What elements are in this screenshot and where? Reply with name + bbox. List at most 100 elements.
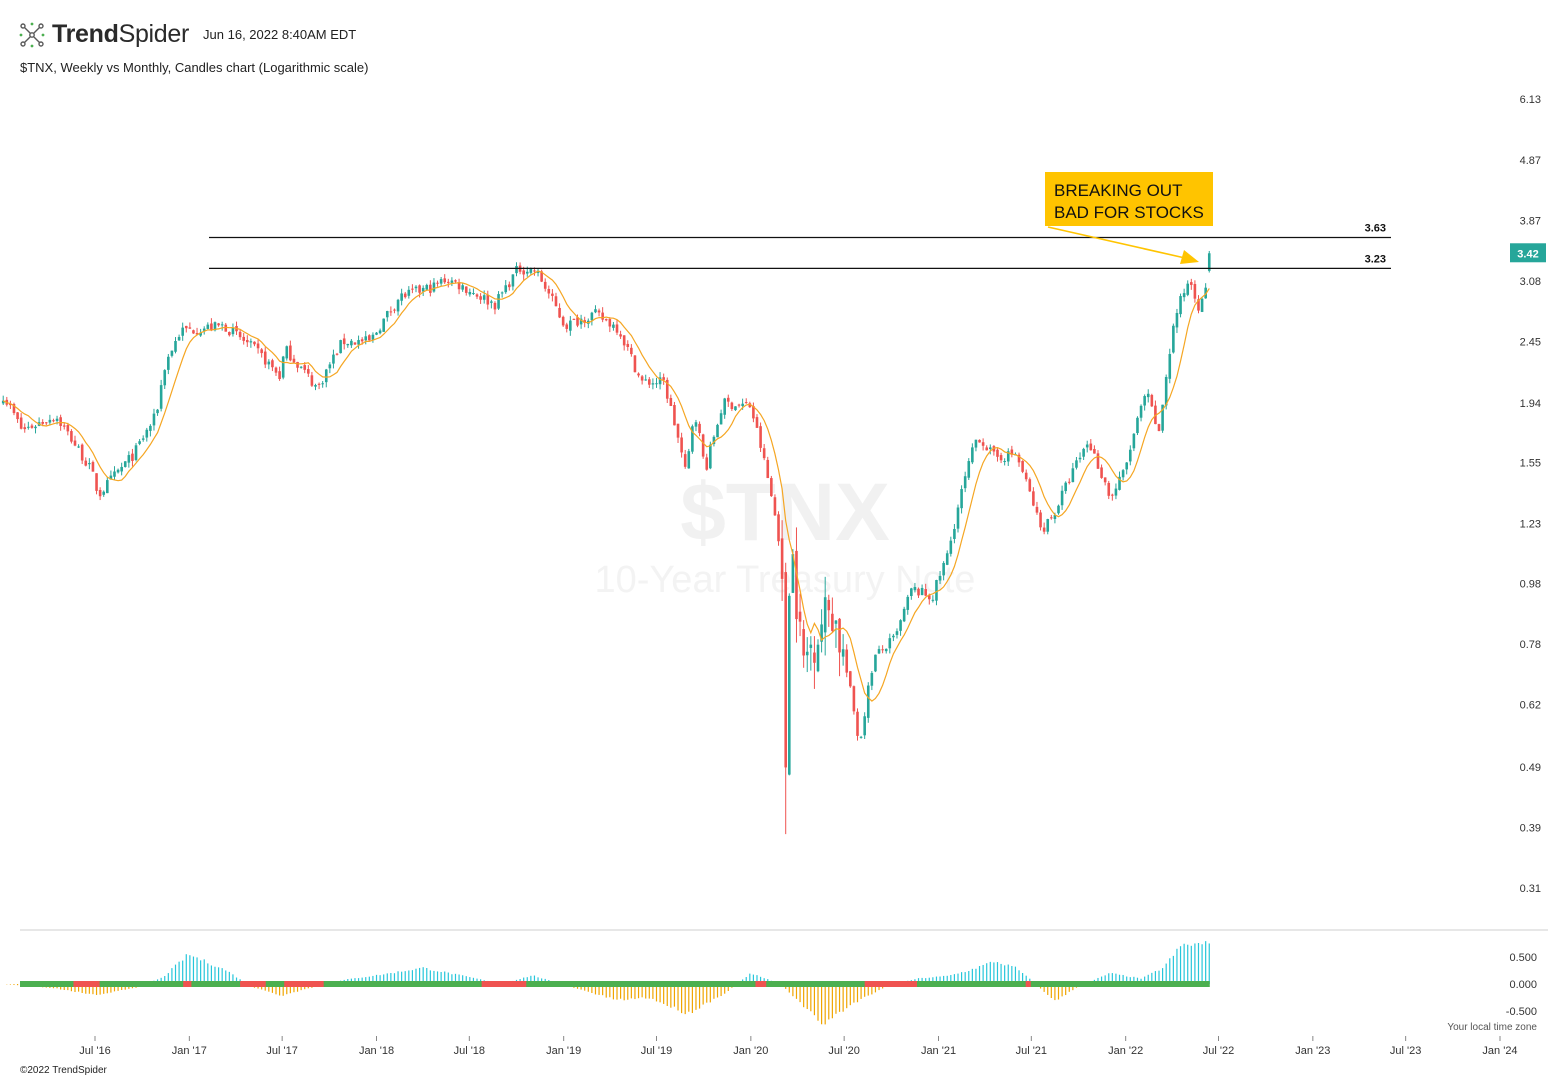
candle (44, 421, 48, 426)
candle (996, 448, 999, 462)
trendspider-logo-icon (19, 22, 45, 47)
candle (285, 345, 289, 361)
candle (978, 439, 981, 443)
candle (665, 377, 669, 404)
candle (640, 374, 644, 385)
candle (263, 347, 267, 369)
candle (1096, 450, 1100, 469)
candle (981, 438, 985, 451)
candle (1082, 447, 1085, 460)
y-tick-label: 1.55 (1520, 458, 1541, 470)
y-tick-label: 0.39 (1520, 822, 1541, 834)
candle (1200, 297, 1204, 313)
candle (389, 306, 393, 316)
candle (109, 470, 113, 480)
brand-logo: TrendSpider Jun 16, 2022 8:40AM EDT (18, 20, 356, 49)
x-tick-label: Jan '23 (1295, 1045, 1330, 1057)
candle (48, 414, 52, 426)
candle (1175, 308, 1179, 334)
candle (874, 654, 877, 673)
candle (324, 368, 328, 388)
y-tick-label: 0.31 (1520, 883, 1541, 895)
candle (1042, 522, 1046, 535)
candle (863, 712, 866, 739)
candle (845, 644, 849, 678)
candle (368, 334, 371, 341)
candle (508, 281, 511, 291)
candle (106, 477, 109, 494)
candle (321, 381, 324, 388)
candle (145, 427, 149, 442)
candle (1085, 440, 1089, 453)
candle (1128, 445, 1132, 466)
level-3.23: 3.23 (209, 253, 1391, 269)
level-label: 3.63 (1365, 223, 1386, 235)
x-tick-label: Jan '19 (546, 1045, 581, 1057)
candle (1150, 393, 1154, 408)
candle (755, 414, 759, 428)
candle (676, 423, 680, 443)
candle (579, 314, 583, 329)
x-tick-label: Jul '19 (641, 1045, 672, 1057)
candle (888, 633, 892, 654)
x-tick-label: Jul '16 (79, 1045, 110, 1057)
candle (744, 398, 748, 404)
candle (680, 432, 683, 458)
candle (899, 619, 902, 636)
candle (565, 322, 569, 333)
candle (267, 359, 271, 370)
candle (784, 562, 788, 835)
candle (866, 682, 870, 723)
candle (1107, 480, 1111, 500)
candle (737, 403, 741, 408)
candle (917, 587, 920, 598)
x-tick-label: Jul '21 (1016, 1045, 1047, 1057)
candle (648, 377, 651, 389)
moving-average-line (2, 270, 1210, 702)
candle (515, 262, 518, 277)
candle (798, 593, 802, 637)
candle (658, 372, 662, 390)
candle (425, 283, 429, 291)
candle (73, 435, 77, 447)
candle (134, 442, 138, 462)
annotation-arrow-head (1180, 250, 1199, 264)
candle (1118, 471, 1121, 491)
candle (292, 354, 296, 364)
candle (80, 443, 84, 465)
candle (956, 504, 960, 533)
candle (504, 280, 508, 294)
candle (464, 286, 468, 296)
candle (479, 293, 482, 304)
candle (960, 485, 963, 514)
candle (705, 453, 709, 471)
candle (1006, 448, 1010, 466)
candle (719, 409, 723, 425)
candle (138, 439, 141, 446)
x-tick-label: Jul '18 (454, 1045, 485, 1057)
candle (1114, 483, 1118, 500)
candle (572, 318, 576, 320)
candle (884, 648, 888, 654)
candle (493, 301, 497, 315)
candle (1032, 487, 1035, 507)
candle (881, 645, 884, 654)
candle (945, 550, 949, 566)
candle (192, 329, 195, 334)
candle (1039, 509, 1042, 531)
candle (877, 645, 881, 655)
candle (1125, 462, 1129, 475)
candle (131, 448, 134, 467)
candle (895, 628, 899, 639)
candle (698, 421, 701, 437)
candle (299, 366, 303, 369)
candle (396, 298, 400, 316)
candle (1204, 283, 1207, 299)
candle (820, 609, 823, 653)
candle (662, 373, 665, 385)
y-tick-label: 0.98 (1520, 579, 1541, 591)
candle (601, 307, 604, 323)
candle (1017, 452, 1021, 467)
candle (1075, 456, 1078, 470)
